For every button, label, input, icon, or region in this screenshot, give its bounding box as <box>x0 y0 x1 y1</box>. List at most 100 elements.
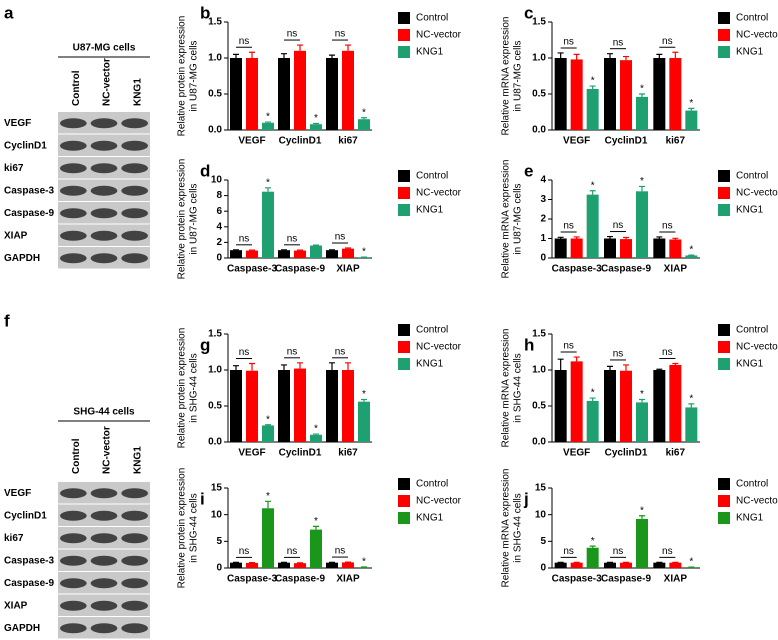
bar <box>278 250 290 258</box>
blot-band <box>60 208 87 219</box>
y-axis-label: Relative mRNA expression <box>501 17 512 136</box>
significance-label: * <box>689 245 693 256</box>
error-bar <box>313 525 319 530</box>
significance-label: ns <box>613 349 624 360</box>
error-bar <box>623 364 629 371</box>
row-label: Caspase-3 <box>4 555 54 566</box>
blot-band <box>90 140 118 151</box>
lane-label: Control <box>71 70 82 106</box>
legend-label: NC-vector <box>736 342 778 353</box>
y-tick-label: 0 <box>540 253 546 264</box>
significance-label: ns <box>239 36 250 47</box>
bar <box>685 110 698 130</box>
significance-label: * <box>362 557 366 568</box>
bar <box>554 58 567 130</box>
panel-label: a <box>4 3 14 22</box>
legend-label: NC-vector <box>736 496 778 507</box>
y-tick-label: 3 <box>540 194 546 205</box>
row-label: VEGF <box>4 118 31 129</box>
bar <box>358 401 370 442</box>
error-bar <box>281 364 287 370</box>
x-tick-label: VEGF <box>563 136 590 147</box>
y-tick-label: 1.0 <box>208 365 222 376</box>
legend-swatch <box>718 12 730 24</box>
legend-swatch <box>398 324 410 336</box>
x-tick-label: XIAP <box>664 574 688 585</box>
significance-label: ns <box>239 347 250 358</box>
blot-band <box>60 510 87 521</box>
legend-swatch <box>718 512 730 524</box>
row-label: Caspase-3 <box>4 185 54 196</box>
error-bar <box>281 53 287 58</box>
blot-band <box>60 253 87 264</box>
blot-band <box>121 555 148 566</box>
error-bar <box>589 545 596 548</box>
significance-label: * <box>640 389 644 400</box>
y-axis-label: in U87-MG cells <box>189 40 200 111</box>
error-bar <box>639 398 645 403</box>
blot-band <box>121 208 148 219</box>
x-tick-label: CyclinD1 <box>279 448 322 459</box>
blot-band <box>90 600 118 611</box>
y-axis-label: Relative mRNA expression <box>501 160 512 279</box>
bar <box>230 370 242 442</box>
significance-label: * <box>314 516 318 527</box>
x-tick-label: CyclinD1 <box>605 448 648 459</box>
x-tick-label: XIAP <box>336 574 360 585</box>
blot-band <box>121 600 148 611</box>
blot-band <box>60 623 87 634</box>
bar <box>586 88 599 130</box>
legend-label: KNG1 <box>736 513 764 524</box>
bar <box>586 194 599 258</box>
error-bar <box>573 53 580 60</box>
bar <box>246 58 258 130</box>
blot-band <box>121 578 148 589</box>
y-tick-label: 1.0 <box>532 365 546 376</box>
legend-label: KNG1 <box>416 205 444 216</box>
lane-label: NC-vector <box>102 58 113 106</box>
blot-band <box>60 140 87 151</box>
legend-label: KNG1 <box>736 359 764 370</box>
bar <box>604 562 616 568</box>
significance-label: ns <box>335 346 346 357</box>
y-tick-label: 4 <box>540 175 546 186</box>
y-axis-label: Relative protein expression <box>177 328 188 449</box>
panel-label: b <box>200 3 210 22</box>
legend-swatch <box>398 12 410 24</box>
bar <box>554 562 567 568</box>
blot-band <box>90 510 118 521</box>
legend-label: Control <box>416 479 448 490</box>
bar <box>246 370 258 442</box>
bar <box>310 124 322 130</box>
blot-band <box>121 253 148 264</box>
legend-swatch <box>398 170 410 182</box>
bar <box>278 58 290 130</box>
legend-label: KNG1 <box>416 513 444 524</box>
error-bar <box>361 117 367 120</box>
row-label: XIAP <box>4 600 28 611</box>
legend-label: Control <box>416 325 448 336</box>
bar <box>310 245 322 258</box>
y-tick-label: 2 <box>540 214 546 225</box>
significance-label: * <box>591 76 595 87</box>
lane-label: KNG1 <box>132 78 143 106</box>
row-label: GAPDH <box>4 623 40 634</box>
significance-label: ns <box>613 220 624 231</box>
error-bar <box>623 55 629 61</box>
y-tick-label: 0.0 <box>532 437 546 448</box>
bar <box>262 508 274 568</box>
y-axis-label: in U87-MG cells <box>513 183 524 254</box>
error-bar <box>265 121 271 123</box>
y-tick-label: 0.0 <box>208 125 222 136</box>
error-bar <box>589 85 596 89</box>
panel-label: c <box>524 3 533 22</box>
bar <box>685 255 698 258</box>
bar <box>246 250 258 258</box>
significance-label: ns <box>662 36 673 47</box>
legend-label: NC-vector <box>416 496 462 507</box>
error-bar <box>329 362 335 370</box>
error-bar <box>297 362 303 369</box>
blot-band <box>90 555 118 566</box>
error-bar <box>249 51 255 58</box>
panel-label: e <box>524 161 533 180</box>
